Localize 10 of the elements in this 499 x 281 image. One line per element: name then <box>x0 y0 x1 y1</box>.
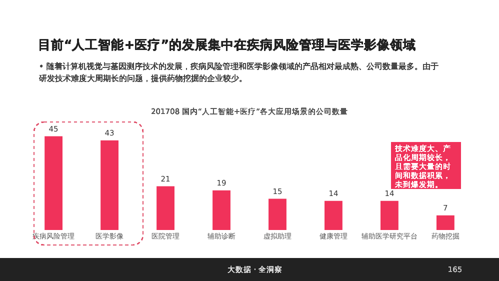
bar <box>324 200 342 230</box>
bar <box>436 215 454 230</box>
bar <box>156 186 174 230</box>
bar <box>100 140 118 230</box>
bar <box>212 190 230 230</box>
chart-title: 目前“人工智能+医疗”的发展集中在疾病风险管理与医学影像领域 <box>38 37 416 52</box>
text: • 随着计算机视觉与基因测序技术的发展，疾病风险管理和医学影像领域的产品相对最成熟、公司数量最多。由于研发技术难度大周期长的问题，提供药物挖掘的企业较少。 <box>39 62 438 83</box>
bar <box>44 136 63 230</box>
bar <box>268 198 286 230</box>
bar <box>380 200 398 230</box>
